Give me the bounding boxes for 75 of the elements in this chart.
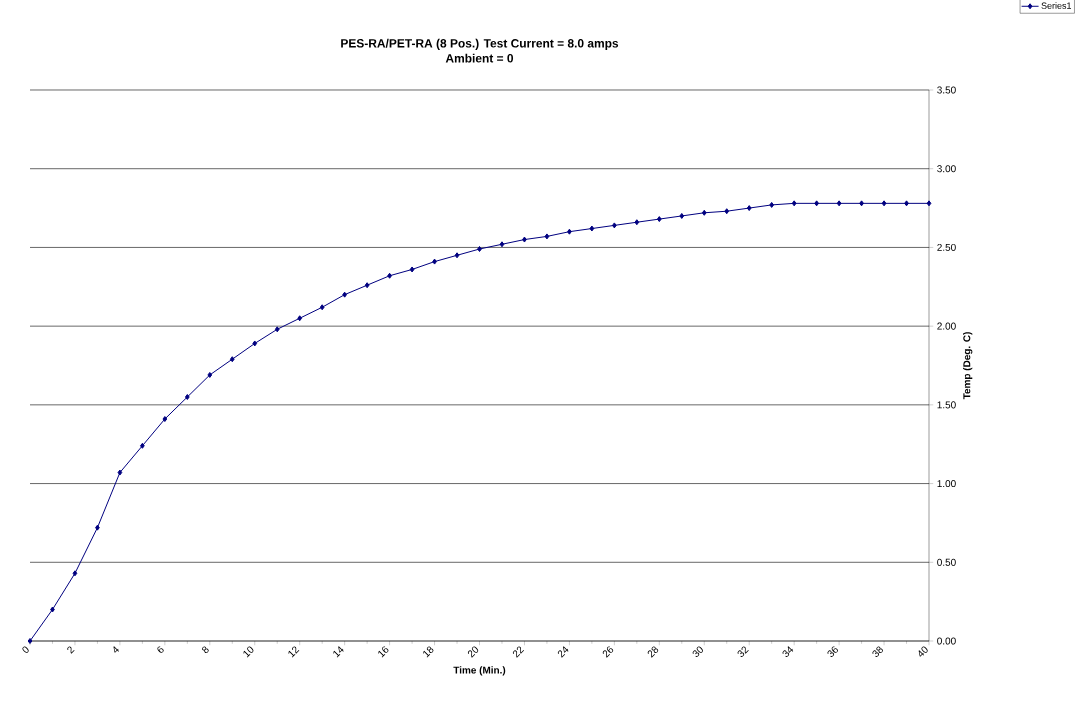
point — [477, 246, 482, 252]
x-tick-label: 6 — [157, 646, 164, 653]
point — [184, 393, 190, 400]
point — [297, 315, 303, 322]
x-tick-label: 34 — [782, 646, 794, 657]
point — [589, 225, 595, 232]
y-tick-label: 1.50 — [937, 401, 956, 409]
x-tick-label: 24 — [557, 646, 569, 658]
point — [746, 205, 752, 212]
point — [409, 266, 415, 273]
point — [611, 222, 617, 229]
x-tick-label: 22 — [512, 646, 525, 658]
point — [229, 356, 235, 363]
point — [252, 340, 258, 347]
point — [274, 326, 280, 333]
point — [387, 272, 392, 279]
point — [791, 200, 797, 207]
x-tick-label: 18 — [423, 646, 434, 658]
point — [656, 216, 662, 223]
x-tick-label: 0 — [22, 646, 29, 653]
x-tick-label: 26 — [602, 646, 614, 658]
x-tick-label: 36 — [827, 646, 838, 657]
x-tick-label: 20 — [467, 646, 479, 658]
point — [679, 212, 685, 219]
x-tick-label: 10 — [243, 646, 254, 658]
y-tick-label: 1.00 — [937, 480, 956, 488]
point — [904, 200, 909, 207]
point — [342, 291, 348, 298]
point — [499, 241, 505, 248]
point — [881, 200, 887, 207]
chart-title: PES-RA/PET-RA (8 Pos.) Test Current = 8.0 amps — [341, 38, 619, 50]
point — [522, 236, 527, 243]
point — [207, 371, 213, 378]
y-tick-label: 3.00 — [937, 165, 956, 173]
y-tick-label: 2.00 — [937, 322, 956, 330]
x-tick-label: 14 — [333, 646, 344, 658]
x-tick-label: 4 — [113, 646, 119, 653]
point — [724, 208, 730, 215]
point — [27, 638, 33, 644]
point — [859, 200, 864, 207]
point — [814, 200, 819, 207]
x-tick-label: 28 — [647, 646, 659, 658]
legend-label: Series1 — [1041, 2, 1072, 9]
y-tick-label: 3.50 — [937, 86, 956, 94]
point — [544, 233, 550, 240]
point — [926, 200, 932, 207]
x-tick-label: 32 — [737, 646, 749, 657]
y-axis-title: Temp (Deg. C) — [963, 332, 973, 400]
x-tick-label: 40 — [918, 646, 928, 657]
point — [836, 200, 842, 207]
x-tick-label: 16 — [378, 646, 389, 658]
y-tick-label: 0.50 — [937, 558, 956, 566]
point — [162, 416, 168, 423]
point — [364, 282, 370, 289]
point — [72, 570, 78, 577]
point — [701, 209, 707, 216]
x-tick-label: 12 — [288, 646, 300, 658]
x-tick-label: 8 — [202, 646, 209, 654]
y-tick-label: 2.50 — [937, 243, 956, 251]
y-tick-label: 0.00 — [937, 637, 956, 645]
point — [454, 252, 460, 259]
x-axis-title: Time (Min.) — [453, 666, 506, 676]
point — [567, 228, 572, 235]
point — [634, 219, 640, 226]
x-tick-label: 2 — [67, 646, 75, 654]
chart-subtitle: Ambient = 0 — [445, 53, 514, 63]
x-tick-label: 30 — [692, 646, 703, 657]
x-tick-label: 38 — [872, 646, 883, 657]
point — [117, 469, 123, 476]
point — [769, 201, 775, 208]
point — [140, 442, 145, 449]
point — [95, 524, 100, 531]
point — [319, 304, 325, 311]
point — [50, 606, 55, 613]
point — [432, 258, 437, 265]
